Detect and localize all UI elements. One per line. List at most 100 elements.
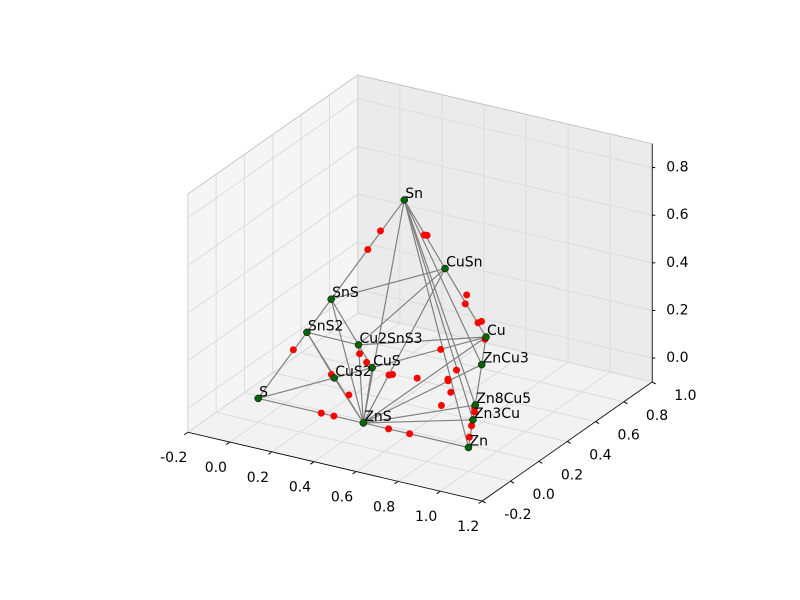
tick-mark bbox=[436, 490, 441, 495]
tie-line bbox=[474, 364, 483, 406]
grid-line bbox=[357, 145, 653, 216]
unstable-point bbox=[468, 422, 476, 430]
tie-line bbox=[330, 298, 360, 346]
z-tick-label: 0.4 bbox=[666, 255, 688, 271]
unstable-point bbox=[356, 350, 364, 358]
x-tick-label: 0.2 bbox=[247, 470, 269, 486]
grid-line bbox=[244, 392, 540, 462]
grid-line bbox=[272, 372, 568, 442]
x-tick-label: 1.0 bbox=[415, 509, 437, 525]
unstable-point bbox=[377, 227, 385, 235]
tie-line bbox=[403, 199, 476, 406]
unstable-point bbox=[363, 358, 371, 366]
x-tick-label: 0.8 bbox=[373, 499, 395, 515]
tie-line bbox=[258, 377, 335, 399]
unstable-point bbox=[389, 370, 397, 378]
stable-point bbox=[471, 401, 480, 409]
tie-line bbox=[306, 298, 332, 333]
y-tick-label: 0.2 bbox=[561, 467, 583, 483]
unstable-point bbox=[317, 409, 325, 417]
tie-line bbox=[403, 199, 470, 448]
grid-line bbox=[187, 241, 359, 362]
unstable-point bbox=[423, 231, 431, 239]
stable-point bbox=[464, 443, 473, 452]
tick-mark bbox=[538, 460, 543, 464]
unstable-point bbox=[345, 391, 353, 399]
unstable-point bbox=[478, 317, 486, 325]
y-tick-label: 1.0 bbox=[674, 388, 696, 404]
tie-line bbox=[403, 199, 483, 365]
point-label: Cu bbox=[487, 323, 506, 339]
tie-line bbox=[371, 336, 487, 369]
point-label: CuSn bbox=[446, 255, 482, 271]
axis-line bbox=[481, 381, 653, 502]
unstable-point bbox=[465, 433, 473, 441]
tie-line bbox=[362, 367, 373, 424]
grid-line bbox=[357, 312, 653, 383]
stable-point bbox=[254, 394, 262, 403]
tie-line bbox=[357, 344, 364, 423]
point-label: Zn8Cu5 bbox=[476, 391, 531, 407]
point-label: Sn bbox=[405, 186, 423, 202]
unstable-point bbox=[413, 374, 421, 382]
stable-point bbox=[368, 363, 376, 372]
point-label: Zn bbox=[469, 434, 487, 450]
y-tick-label: 0.4 bbox=[589, 447, 611, 463]
tick-mark bbox=[352, 471, 357, 475]
tick-mark bbox=[510, 480, 515, 484]
unstable-point bbox=[437, 401, 445, 409]
grid-line bbox=[187, 288, 359, 409]
unstable-point bbox=[444, 375, 452, 383]
y-tick-label: 0.0 bbox=[533, 487, 555, 503]
point-label: CuS bbox=[373, 354, 401, 370]
stable-point bbox=[359, 419, 368, 427]
tie-line bbox=[357, 344, 373, 369]
tie-line bbox=[358, 336, 487, 346]
point-label: SnS bbox=[332, 285, 359, 301]
point-label: Cu2SnS3 bbox=[359, 331, 422, 347]
y-tick-label: -0.2 bbox=[504, 507, 531, 523]
x-tick-label: -0.2 bbox=[160, 450, 187, 466]
grid-line bbox=[187, 98, 359, 219]
tick-mark bbox=[623, 401, 628, 405]
unstable-point bbox=[452, 366, 460, 374]
stable-point bbox=[400, 196, 409, 204]
unstable-point bbox=[406, 430, 414, 438]
x-tick-label: 0.6 bbox=[331, 490, 353, 506]
tie-line bbox=[258, 397, 364, 424]
tick-mark bbox=[478, 500, 483, 504]
z-tick-label: 0.0 bbox=[666, 350, 688, 366]
tick-mark bbox=[226, 441, 231, 445]
tie-line bbox=[362, 268, 446, 424]
z-tick-label: 0.8 bbox=[666, 160, 688, 176]
unstable-point bbox=[447, 388, 455, 396]
stable-point bbox=[303, 328, 311, 337]
tie-line bbox=[334, 367, 373, 379]
unstable-point bbox=[364, 246, 372, 254]
z-tick-label: 0.6 bbox=[666, 207, 688, 223]
point-label: SnS2 bbox=[308, 318, 344, 334]
grid-line bbox=[187, 193, 359, 314]
tie-line bbox=[363, 404, 476, 424]
grid-line bbox=[357, 288, 653, 359]
x-tick-label: 0.4 bbox=[289, 480, 311, 496]
point-label: ZnS bbox=[364, 409, 391, 425]
tick-mark bbox=[595, 421, 600, 425]
tie-line bbox=[358, 268, 446, 346]
tick-mark bbox=[394, 480, 399, 485]
tie-line bbox=[363, 422, 469, 449]
stable-point bbox=[441, 264, 449, 273]
grid-line bbox=[187, 146, 359, 266]
tick-mark bbox=[481, 500, 486, 504]
stable-point bbox=[482, 333, 490, 341]
tie-line bbox=[330, 267, 446, 300]
tie-line bbox=[362, 336, 487, 424]
z-tick-label: 0.2 bbox=[666, 302, 688, 318]
grid-line bbox=[357, 241, 653, 311]
grid-line bbox=[215, 411, 511, 482]
tie-line bbox=[257, 331, 308, 399]
unstable-point bbox=[461, 300, 469, 308]
tie-line bbox=[306, 331, 359, 346]
unstable-point bbox=[330, 412, 338, 420]
